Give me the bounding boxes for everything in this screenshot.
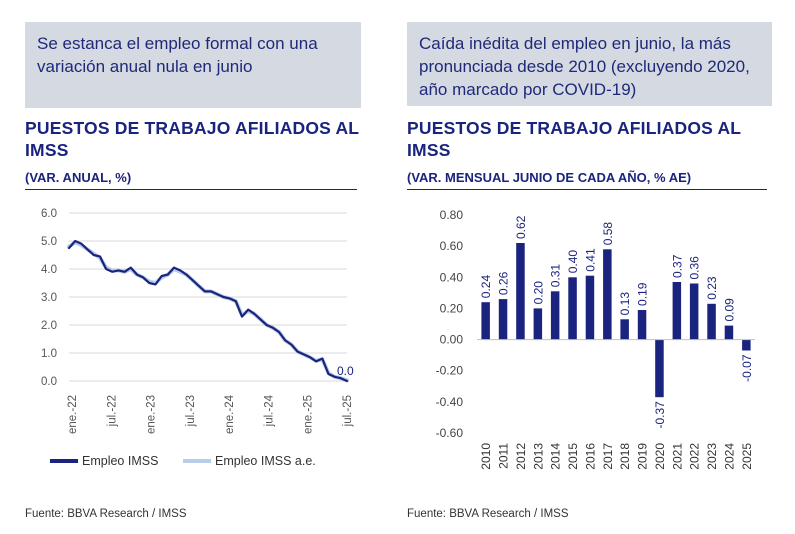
bar-2019 (637, 310, 647, 340)
right-panel: Caída inédita del empleo en junio, la má… (407, 0, 772, 534)
x-category-label: 2011 (497, 443, 511, 469)
bar-2025 (742, 339, 751, 351)
x-category-label: 2019 (636, 443, 650, 470)
data-label-2020: -0.37 (653, 401, 667, 429)
x-tick-label: ene.-23 (146, 395, 158, 434)
y-tick-label: 4.0 (41, 264, 57, 276)
y-tick-label: -0.20 (436, 364, 464, 378)
x-tick-label: ene.-22 (67, 395, 79, 434)
data-label-2015: 0.40 (566, 250, 580, 274)
bar-2013 (533, 308, 543, 340)
right-callout: Caída inédita del empleo en junio, la má… (407, 22, 772, 106)
bar-2021 (672, 282, 682, 340)
data-label-2010: 0.24 (479, 275, 493, 299)
bar-2022 (689, 283, 699, 340)
x-category-label: 2012 (514, 443, 528, 470)
legend-label-empleo-imss-ae: Empleo IMSS a.e. (215, 454, 316, 468)
y-tick-label: 5.0 (41, 236, 57, 248)
bar-2020 (655, 339, 664, 398)
data-label-2013: 0.20 (531, 281, 545, 305)
y-tick-label: 3.0 (41, 292, 57, 304)
x-category-label: 2020 (653, 443, 667, 470)
x-category-label: 2010 (479, 443, 493, 470)
y-tick-label: 2.0 (41, 320, 57, 332)
bar-2024 (724, 325, 734, 340)
x-tick-label: jul.-25 (342, 395, 354, 427)
bar-2011 (498, 299, 508, 340)
bar-chart: 0.80 0.60 0.40 0.20 0.00 -0.20 -0.40 -0.60 0.24 2… (436, 208, 755, 470)
data-label-2012: 0.62 (514, 215, 528, 239)
legend-swatch-empleo-imss-ae (183, 459, 211, 463)
x-category-label: 2024 (722, 443, 736, 470)
y-tick-label: 6.0 (41, 208, 57, 220)
data-label-2017: 0.58 (601, 222, 615, 246)
x-tick-label: ene.-24 (224, 394, 236, 434)
data-label-2018: 0.13 (618, 292, 632, 316)
x-category-label: 2015 (566, 443, 580, 470)
data-label-2011: 0.26 (497, 271, 511, 295)
right-source: Fuente: BBVA Research / IMSS (407, 508, 569, 520)
bar-2010 (481, 302, 490, 340)
y-tick-label: 0.80 (440, 208, 464, 222)
bar-2018 (620, 319, 629, 340)
x-category-label: 2022 (688, 443, 702, 470)
bar-2023 (707, 303, 716, 340)
data-label-2014: 0.31 (549, 264, 563, 288)
x-category-label: 2014 (549, 443, 563, 470)
data-label-2025: -0.07 (740, 354, 754, 382)
y-tick-label: 1.0 (41, 348, 57, 360)
x-category-label: 2018 (618, 443, 632, 470)
y-tick-label: 0.20 (440, 301, 464, 315)
x-category-label: 2023 (705, 443, 719, 470)
data-label-2021: 0.37 (670, 254, 684, 278)
y-tick-label: -0.40 (436, 395, 464, 409)
data-label-2022: 0.36 (688, 256, 702, 280)
legend-label-empleo-imss: Empleo IMSS (82, 454, 159, 468)
left-source: Fuente: BBVA Research / IMSS (25, 508, 187, 520)
bar-2015 (568, 277, 577, 340)
left-callout: Se estanca el empleo formal con una vari… (25, 22, 361, 108)
legend-swatch-empleo-imss (50, 459, 78, 463)
bar-2014 (550, 291, 560, 340)
bar-2016 (585, 275, 595, 340)
bar-2012 (516, 243, 525, 340)
x-category-label: 2013 (531, 443, 545, 470)
data-label-2023: 0.23 (705, 276, 719, 300)
legend-item-empleo-imss: Empleo IMSS (50, 454, 158, 468)
y-tick-label: 0.40 (440, 270, 464, 284)
x-tick-label: jul.-23 (185, 395, 197, 427)
x-category-label: 2017 (601, 443, 615, 470)
y-tick-label: 0.00 (440, 333, 464, 347)
y-tick-label: 0.0 (41, 376, 57, 388)
x-tick-label: ene.-25 (303, 395, 315, 434)
right-chart-title: PUESTOS DE TRABAJO AFILIADOS AL IMSS (407, 118, 741, 160)
right-chart-subtitle: (VAR. MENSUAL JUNIO DE CADA AÑO, % AE) (407, 170, 692, 185)
bar-2017 (603, 249, 612, 340)
legend-item-empleo-imss-ae: Empleo IMSS a.e. (183, 454, 316, 468)
data-label-2024: 0.09 (722, 298, 736, 322)
left-title-rule (25, 189, 357, 190)
end-value-label: 0.0 (337, 364, 354, 378)
right-title-rule (407, 189, 767, 190)
left-chart-title: PUESTOS DE TRABAJO AFILIADOS AL IMSS (25, 118, 359, 160)
data-label-2016: 0.41 (583, 248, 597, 272)
x-tick-label: jul.-22 (106, 395, 118, 427)
left-chart-subtitle: (VAR. ANUAL, %) (25, 170, 132, 185)
y-tick-label: -0.60 (436, 426, 464, 440)
x-tick-label: jul.-24 (263, 394, 275, 427)
data-label-2019: 0.19 (636, 282, 650, 306)
line-chart-legend: Empleo IMSS Empleo IMSS a.e. (25, 454, 365, 470)
x-category-label: 2021 (670, 443, 684, 470)
left-panel: Se estanca el empleo formal con una vari… (25, 0, 390, 534)
series-line-empleo-imss (67, 239, 349, 383)
x-category-label: 2025 (740, 443, 754, 470)
line-chart: 6.0 5.0 4.0 3.0 2.0 1.0 0.0 ene.-22 jul.-22 ene.-… (41, 208, 354, 434)
y-tick-label: 0.60 (440, 239, 464, 253)
x-category-label: 2016 (583, 443, 597, 470)
series-line-empleo-imss-ae (67, 240, 349, 383)
